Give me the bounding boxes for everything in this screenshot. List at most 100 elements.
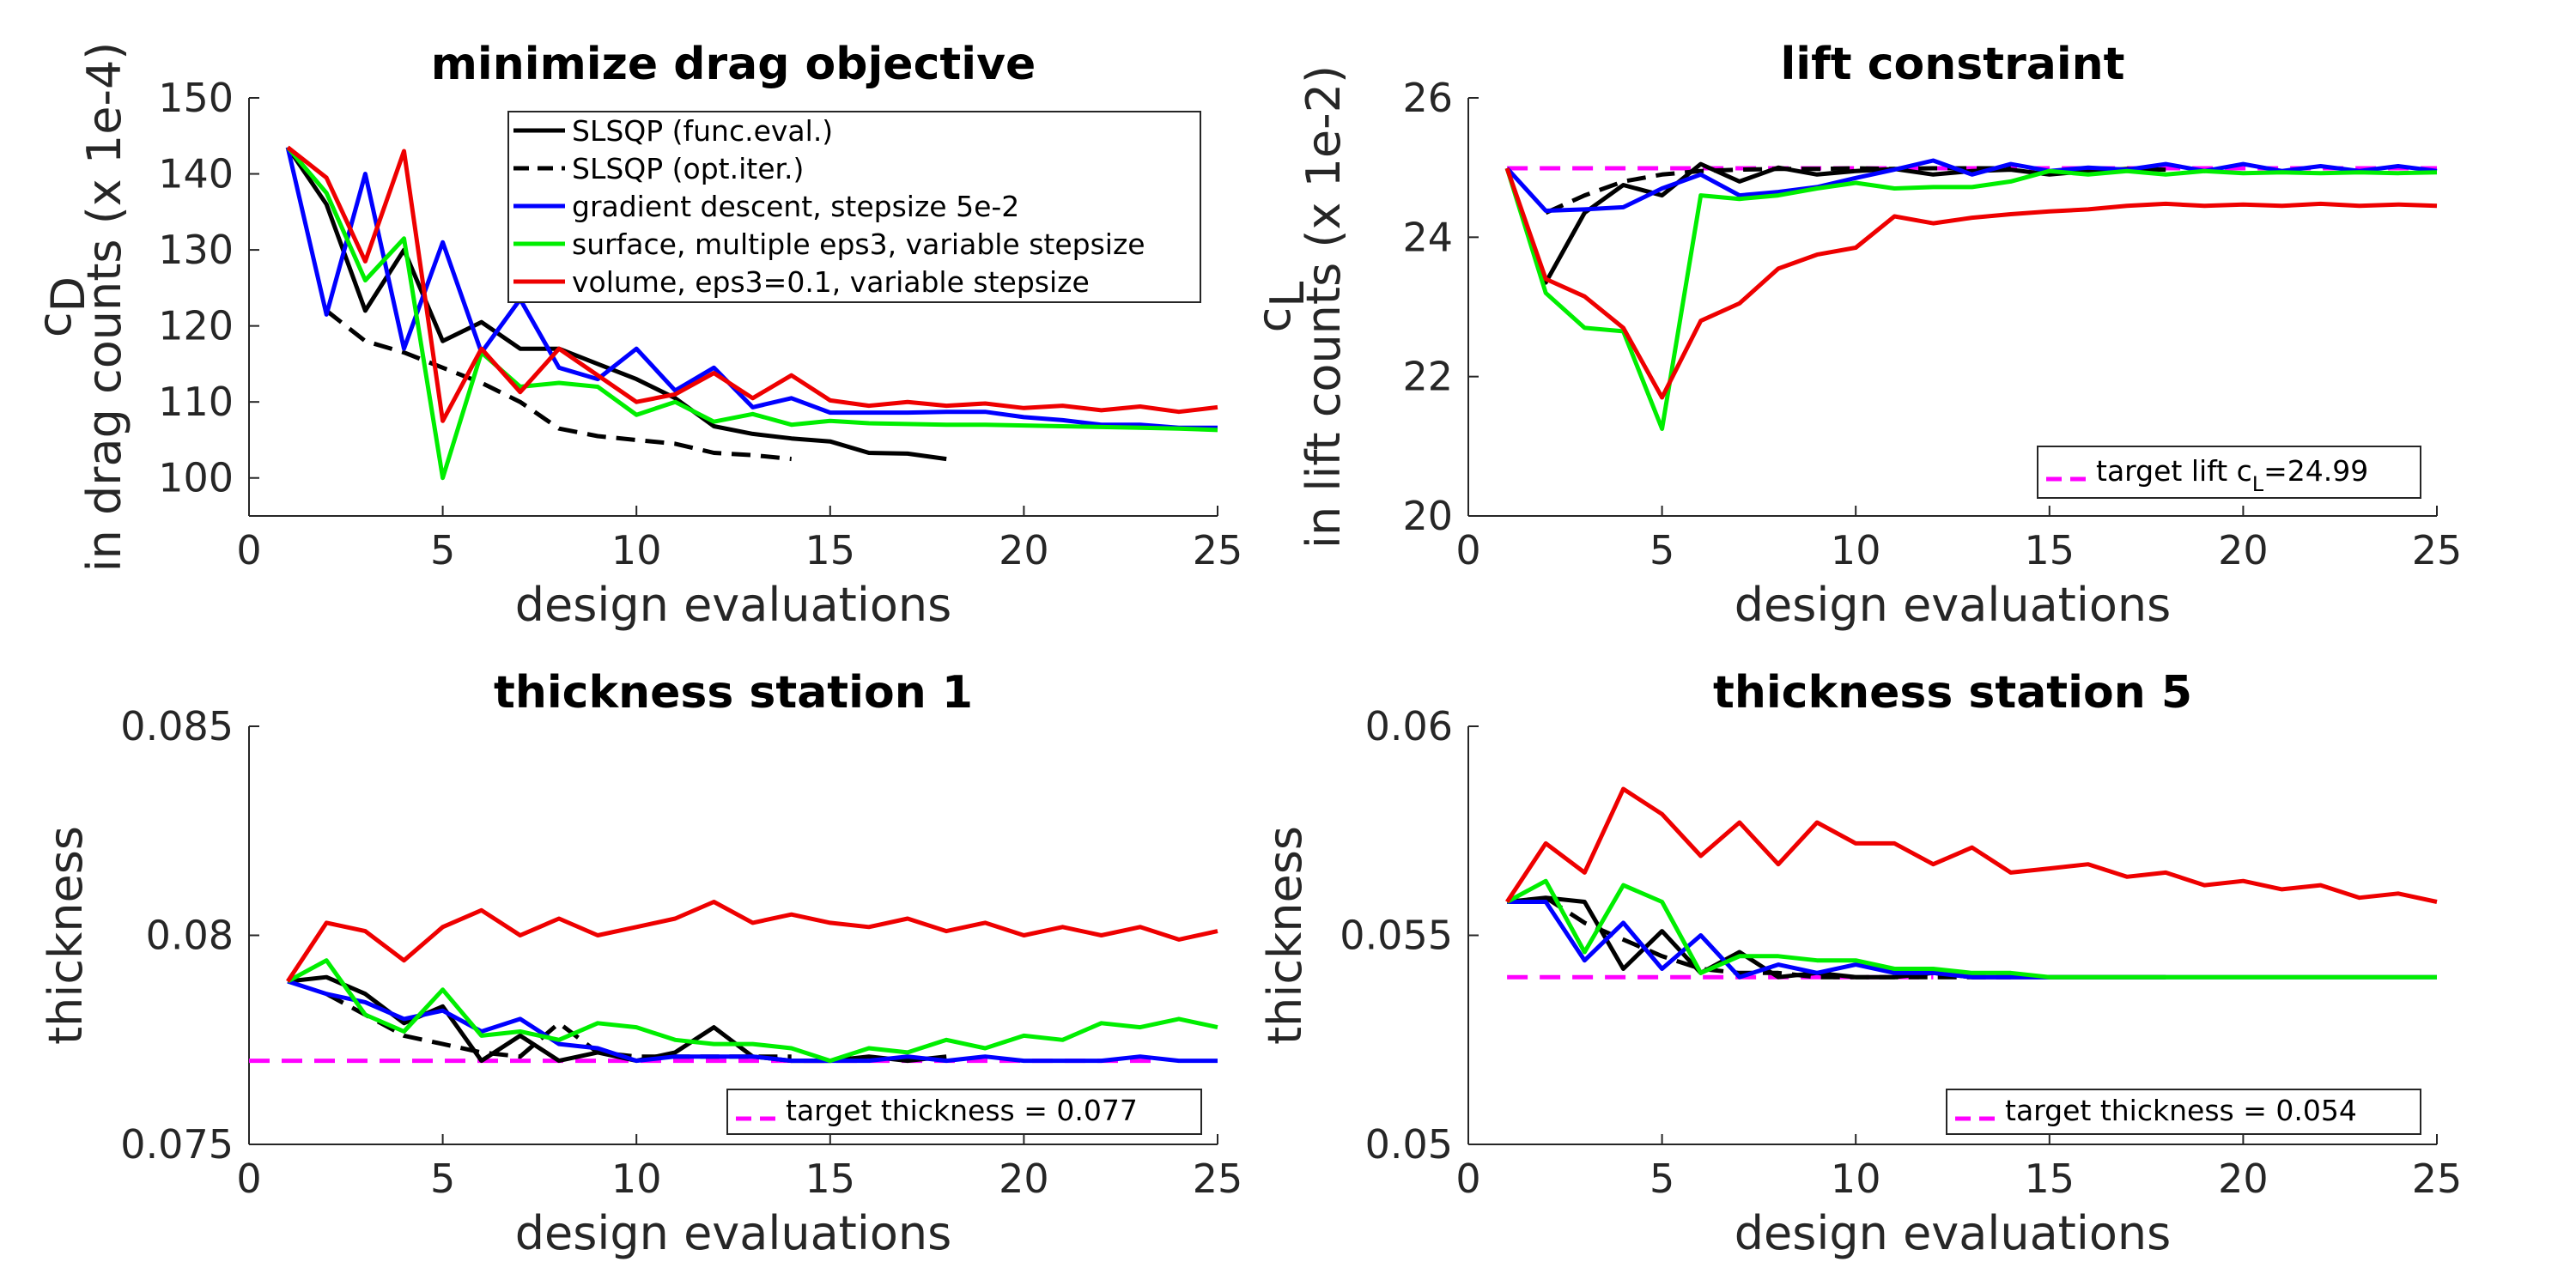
y-axis-label-group: thickness <box>1258 826 1312 1045</box>
legend-label-main: target thickness = 0.077 <box>786 1094 1138 1127</box>
legend-label-3: surface, multiple eps3, variable stepsiz… <box>572 228 1145 261</box>
x-tick-label: 0 <box>236 527 261 573</box>
series-line-2 <box>287 979 1218 1064</box>
legend: target lift cL=24.99 <box>2037 446 2421 499</box>
y-tick-label: 0.075 <box>120 1121 234 1168</box>
legend: target thickness = 0.054 <box>1946 1089 2421 1135</box>
x-tick-label: 15 <box>2025 1156 2075 1202</box>
y-tick-label: 110 <box>158 379 234 425</box>
series-line-0 <box>1504 161 2166 285</box>
x-tick-label: 25 <box>1193 1156 1243 1202</box>
y-axis-label-group: thickness <box>39 826 93 1045</box>
x-axis-label: design evaluations <box>1735 1206 2171 1260</box>
x-tick-label: 25 <box>2412 1156 2463 1202</box>
y-tick-label: 0.085 <box>120 703 234 749</box>
y-tick-label: 22 <box>1402 354 1453 400</box>
x-tick-label: 0 <box>1455 527 1480 573</box>
y-axis-label: thickness <box>1258 826 1312 1045</box>
series-line-2 <box>285 147 1218 430</box>
legend-label-1: SLSQP (opt.iter.) <box>572 152 804 185</box>
x-tick-label: 5 <box>430 527 455 573</box>
y-axis-label-subscript: L <box>1261 282 1315 307</box>
legend-label-rest: =24.99 <box>2263 454 2368 488</box>
x-tick-label: 15 <box>805 527 856 573</box>
series-line-4 <box>286 900 1218 983</box>
chart-drag: 0 5 10 15 20 25 100 110 120 130 140 150 minimize dra… <box>27 39 1242 632</box>
x-tick-label: 25 <box>1193 527 1243 573</box>
legend-label-target: target lift cL=24.99 <box>2096 454 2368 496</box>
x-tick-label: 10 <box>611 1156 662 1202</box>
legend-label-target: target thickness = 0.054 <box>2005 1094 2357 1127</box>
legend-label-main: target lift c <box>2096 454 2252 488</box>
x-tick-label: 10 <box>611 527 662 573</box>
x-tick-label: 15 <box>805 1156 856 1202</box>
x-tick-label: 10 <box>1831 527 1881 573</box>
x-tick-label: 20 <box>999 1156 1049 1202</box>
x-axis-label: design evaluations <box>515 1206 951 1260</box>
series-line-1 <box>325 992 792 1059</box>
y-tick-label: 26 <box>1402 75 1453 121</box>
x-tick-label: 10 <box>1831 1156 1881 1202</box>
y-tick-label: 20 <box>1402 493 1453 539</box>
series-line-3 <box>1504 167 2438 431</box>
legend-box <box>726 1089 1202 1135</box>
series-line-3 <box>286 145 1218 481</box>
series-line-1 <box>1545 166 2011 215</box>
series-line-4 <box>1505 786 2438 904</box>
legend-label-4: volume, eps3=0.1, variable stepsize <box>572 265 1090 299</box>
x-axis-label: design evaluations <box>1735 578 2171 632</box>
y-axis-label-symbol: cL <box>1247 282 1315 333</box>
y-axis-label-main: c <box>1247 307 1301 333</box>
chart-title: thickness station 1 <box>494 667 973 719</box>
legend-box <box>507 111 1201 303</box>
legend-label-main: target thickness = 0.054 <box>2005 1094 2357 1127</box>
y-axis-label: thickness <box>39 826 93 1045</box>
legend-label-target: target thickness = 0.077 <box>786 1094 1138 1127</box>
x-tick-label: 5 <box>430 1156 455 1202</box>
chart-t5: 0 5 10 15 20 25 0.05 0.055 0.06 thickness station… <box>1258 667 2462 1260</box>
x-tick-label: 5 <box>1649 527 1674 573</box>
y-tick-label: 140 <box>158 151 234 197</box>
y-tick-label: 150 <box>158 75 234 121</box>
y-tick-label: 24 <box>1402 214 1453 260</box>
y-tick-label: 120 <box>158 303 234 349</box>
series-line-0 <box>286 146 947 462</box>
chart-title: thickness station 5 <box>1713 667 2192 719</box>
series-line-1 <box>325 308 792 462</box>
y-tick-label: 0.08 <box>146 913 234 959</box>
series-line-4 <box>286 145 1218 423</box>
chart-title: minimize drag objective <box>431 39 1036 90</box>
legend: SLSQP (func.eval.) SLSQP (opt.iter.) gradi… <box>507 111 1201 303</box>
legend-label-subscript: L <box>2252 472 2264 496</box>
series-line-2 <box>1507 900 2437 980</box>
y-tick-label: 100 <box>158 455 234 501</box>
y-tick-label: 130 <box>158 227 234 273</box>
x-tick-label: 0 <box>236 1156 261 1202</box>
x-tick-label: 0 <box>1455 1156 1480 1202</box>
x-tick-label: 15 <box>2025 527 2075 573</box>
x-tick-label: 20 <box>2218 1156 2269 1202</box>
series-line-4 <box>1504 167 2438 400</box>
legend-box <box>2037 446 2421 499</box>
y-tick-label: 0.05 <box>1365 1121 1453 1168</box>
legend: target thickness = 0.077 <box>726 1089 1202 1135</box>
x-tick-label: 20 <box>999 527 1049 573</box>
series-line-1 <box>1544 895 2011 980</box>
y-tick-label: 0.06 <box>1365 703 1453 749</box>
legend-label-0: SLSQP (func.eval.) <box>572 114 833 148</box>
legend-box <box>1946 1089 2421 1135</box>
y-axis-label-main: c <box>27 312 82 337</box>
series-line-3 <box>286 958 1218 1064</box>
y-tick-label: 0.055 <box>1340 913 1453 959</box>
x-axis-label: design evaluations <box>515 578 951 632</box>
y-axis-label-units: in drag counts (x 1e-4) <box>77 42 131 573</box>
y-axis-label-subscript: D <box>41 276 95 312</box>
chart-t1: 0 5 10 15 20 25 0.075 0.08 0.085 thickness statio… <box>39 667 1242 1260</box>
legend-label-2: gradient descent, stepsize 5e-2 <box>572 190 1019 223</box>
series-line-0 <box>287 974 947 1064</box>
chart-title: lift constraint <box>1780 39 2124 90</box>
series-line-3 <box>1505 878 2437 980</box>
